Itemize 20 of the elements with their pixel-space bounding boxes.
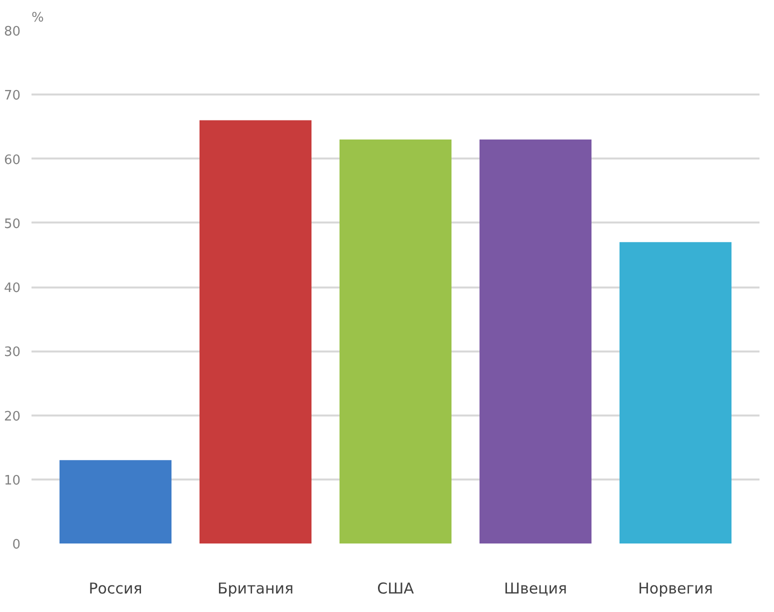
y-tick-label: 40 (4, 281, 21, 296)
y-tick-label: 60 (4, 152, 21, 168)
x-tick-label: США (377, 580, 415, 598)
y-axis-title: % (32, 10, 44, 26)
bar (200, 120, 312, 544)
bar (60, 460, 172, 544)
y-tick-label: 10 (4, 473, 21, 488)
y-tick-label: 30 (4, 345, 21, 360)
bar (480, 140, 592, 544)
x-tick-label: Норвегия (638, 580, 713, 598)
bar (340, 140, 452, 544)
y-tick-label: 50 (4, 216, 21, 232)
y-tick-label: 70 (4, 88, 21, 104)
y-tick-label: 0 (12, 538, 21, 552)
x-tick-label: Британия (217, 580, 294, 598)
y-tick-label: 20 (4, 409, 21, 424)
x-tick-label: Швеция (504, 580, 568, 598)
x-tick-label: Россия (88, 580, 142, 598)
bar (620, 242, 732, 544)
y-tick-label: 80 (4, 24, 21, 40)
